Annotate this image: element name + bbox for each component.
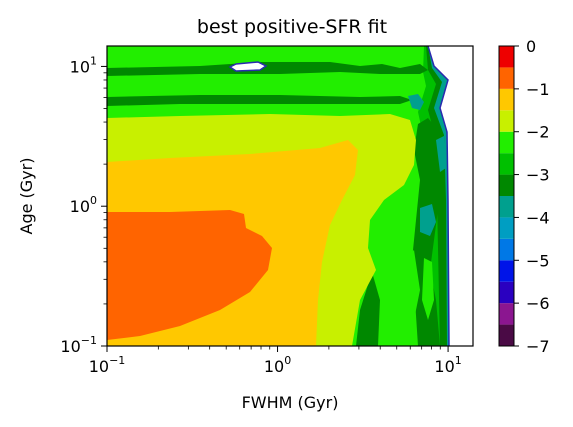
- contour-teal-blob-right: [436, 136, 446, 172]
- y-tick-label: 100: [70, 194, 97, 216]
- contour-dark-strip-mid: [107, 95, 412, 106]
- contour-bright-pocket-b: [422, 258, 434, 320]
- colorbar-tick-label: −6: [526, 294, 550, 313]
- contour-bright-pocket-a: [396, 250, 420, 340]
- contour-outer-edge: [427, 46, 450, 346]
- colorbar-segment: [499, 196, 514, 218]
- colorbar-tick-label: −5: [526, 251, 550, 270]
- contour-white-hole: [228, 61, 268, 72]
- y-axis: 10−1 100 101: [60, 54, 107, 356]
- colorbar: 0 −1 −2 −3 −4 −5 −6 −7: [498, 37, 550, 356]
- colorbar-segment: [499, 88, 514, 111]
- colorbar-tick-label: −3: [526, 166, 550, 185]
- colorbar-tick-label: −1: [526, 80, 550, 99]
- plot-frame: [106, 45, 474, 347]
- colorbar-segment: [499, 46, 514, 68]
- colorbar-segment: [499, 131, 514, 154]
- x-axis-label: FWHM (Gyr): [242, 393, 339, 412]
- colorbar-segment: [499, 303, 514, 325]
- x-tick-label: 101: [434, 354, 461, 376]
- colorbar-frame: [498, 45, 515, 347]
- colorbar-tick-label: −7: [526, 337, 550, 356]
- colorbar-segment: [499, 281, 514, 304]
- colorbar-segment: [499, 324, 514, 346]
- x-tick-label: 10−1: [89, 354, 126, 376]
- y-axis-label: Age (Gyr): [17, 158, 36, 235]
- colorbar-segment: [499, 238, 514, 261]
- contour-dark-lower-left: [356, 272, 380, 346]
- colorbar-segment: [499, 174, 514, 196]
- plot-area: [107, 46, 473, 346]
- y-tick-label: 10−1: [60, 334, 97, 356]
- colorbar-tick-label: −2: [526, 123, 550, 142]
- colorbar-segment: [499, 67, 514, 89]
- colorbar-segment: [499, 153, 514, 175]
- colorbar-segment: [499, 110, 514, 132]
- colorbar-tick-label: 0: [526, 37, 536, 56]
- colorbar-tick-label: −4: [526, 208, 550, 227]
- colorbar-segment: [499, 260, 514, 282]
- x-axis: 10−1 100 101: [89, 346, 462, 376]
- contour-dark-strip-top: [107, 62, 428, 76]
- contour-band-orange-red: [107, 210, 272, 340]
- x-tick-label: 100: [264, 354, 291, 376]
- contour-teal-blob-upper: [408, 94, 424, 110]
- chart-title: best positive-SFR fit: [197, 16, 387, 38]
- contour-teal-blob-lower: [420, 204, 436, 236]
- y-tick-label: 101: [70, 54, 97, 76]
- colorbar-segment: [499, 217, 514, 239]
